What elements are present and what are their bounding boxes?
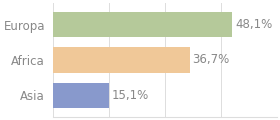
Bar <box>53 47 190 73</box>
Text: 15,1%: 15,1% <box>112 89 149 102</box>
Text: 36,7%: 36,7% <box>193 54 230 66</box>
Bar <box>53 83 109 108</box>
Text: 48,1%: 48,1% <box>235 18 272 31</box>
Bar <box>53 12 232 37</box>
